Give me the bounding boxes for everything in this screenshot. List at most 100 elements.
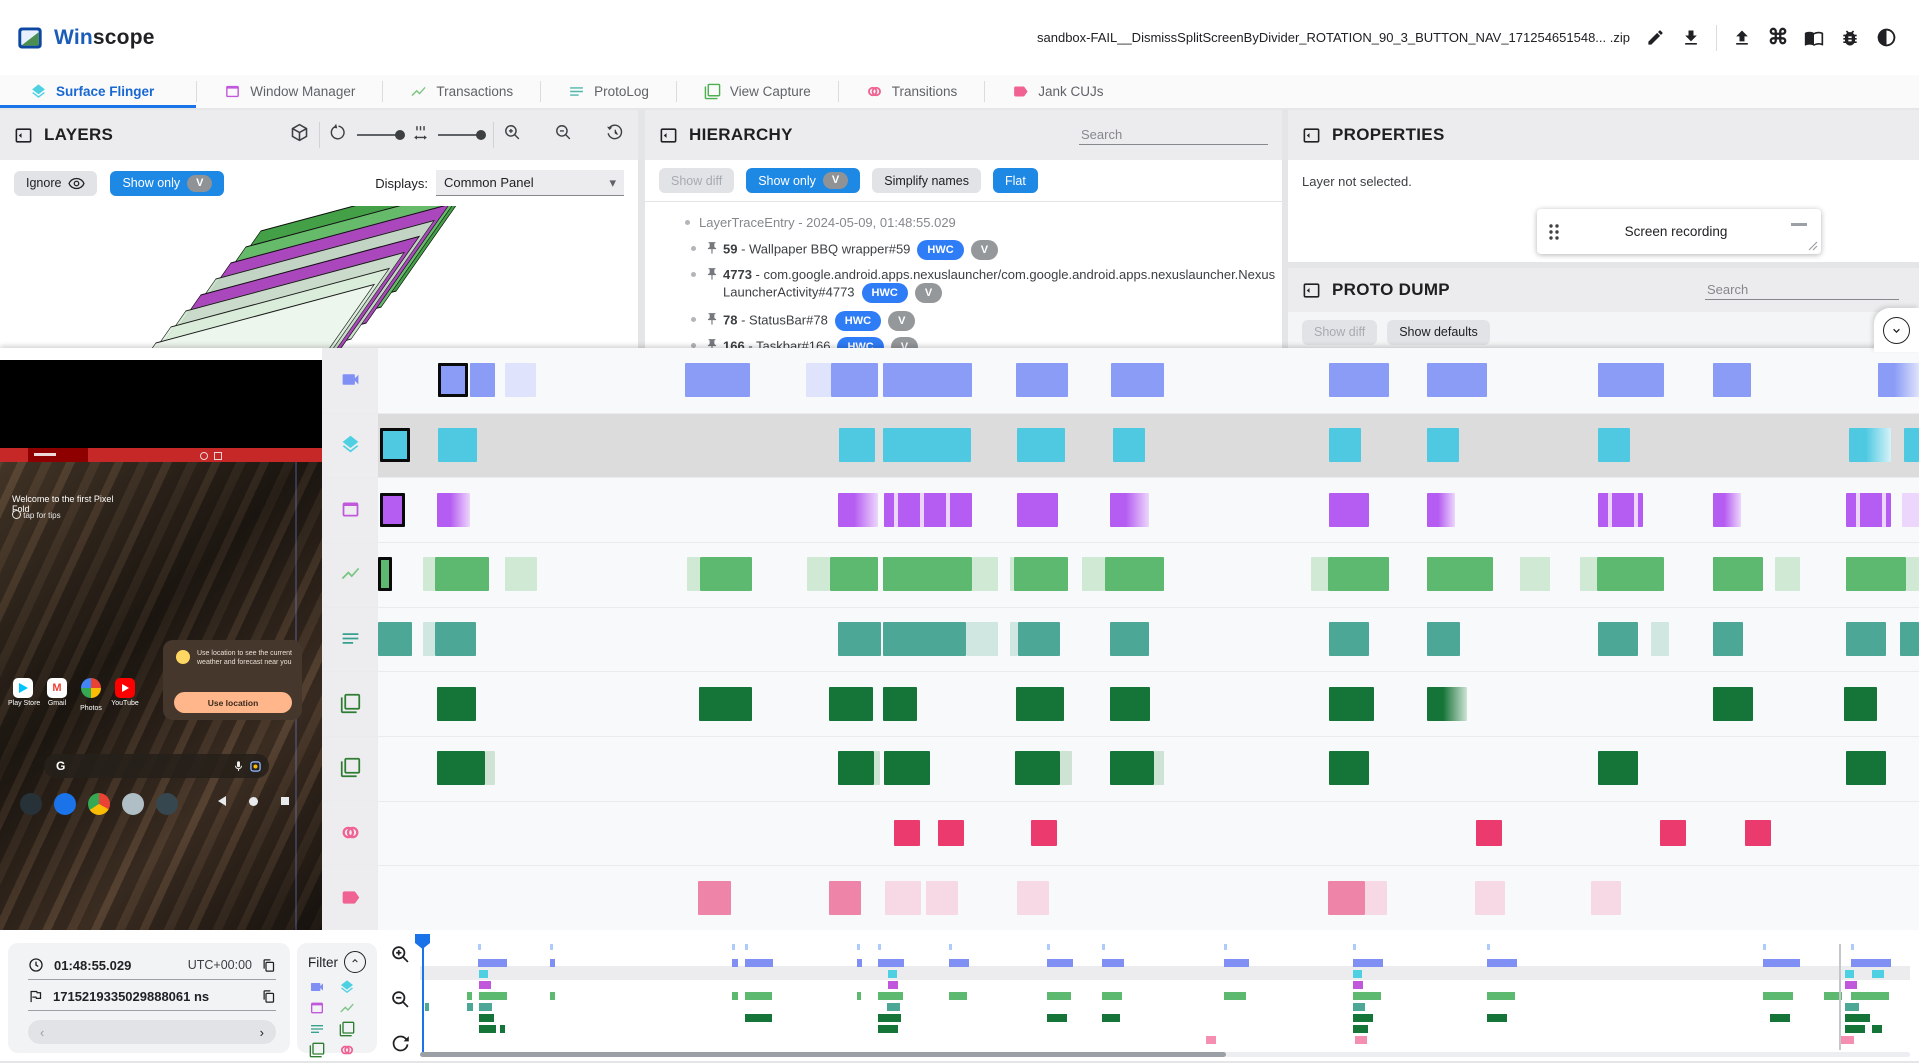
- layers-3d-view[interactable]: [0, 206, 638, 352]
- minimap-block[interactable]: [1763, 959, 1800, 967]
- timeline-block-jank-cujs[interactable]: [1365, 880, 1387, 915]
- minimap-block[interactable]: [425, 1003, 429, 1011]
- collapse-timeline-icon[interactable]: [1883, 316, 1910, 344]
- hierarchy-search-input[interactable]: [1079, 125, 1268, 145]
- timeline-row-icon-surface-flinger[interactable]: [332, 434, 368, 460]
- tab-jank-cujs[interactable]: Jank CUJs: [985, 75, 1130, 108]
- simplify-names-button[interactable]: Simplify names: [872, 168, 981, 193]
- minimap-block[interactable]: [1851, 959, 1891, 967]
- timeline-block-transactions[interactable]: [1427, 557, 1493, 592]
- tree-item[interactable]: 4773 - com.google.android.apps.nexuslaun…: [691, 266, 1278, 303]
- screen-recording-card[interactable]: Screen recording: [1537, 209, 1821, 254]
- minimap-block[interactable]: [1047, 992, 1071, 1000]
- timeline-row-icon-transitions[interactable]: [332, 822, 368, 848]
- timeline-block-view-capture-1[interactable]: [699, 686, 752, 721]
- timeline-block-screen-recording[interactable]: [806, 363, 831, 398]
- timeline-block-view-capture-2[interactable]: [1060, 751, 1072, 786]
- timeline-block-transactions[interactable]: [1520, 557, 1550, 592]
- resize-handle-icon[interactable]: [1808, 241, 1818, 251]
- timeline-block-view-capture-2[interactable]: [884, 751, 930, 786]
- filter-toggle-window-icon[interactable]: [309, 1000, 325, 1021]
- pin-icon[interactable]: [705, 241, 719, 255]
- timeline-block-transactions[interactable]: [1082, 557, 1105, 592]
- minimap-block[interactable]: [1840, 1036, 1854, 1044]
- timeline-row-icon-protolog[interactable]: [332, 628, 368, 654]
- minimap-block[interactable]: [745, 1014, 772, 1022]
- minimap-block[interactable]: [1872, 970, 1884, 978]
- reset-view-icon[interactable]: [605, 123, 624, 147]
- minimap-block[interactable]: [1206, 1036, 1216, 1044]
- pin-icon[interactable]: [705, 312, 719, 326]
- timeline-block-transitions[interactable]: [1745, 820, 1771, 846]
- minimap-block[interactable]: [1102, 1014, 1120, 1022]
- minimap-block[interactable]: [1047, 959, 1073, 967]
- nav-home-icon[interactable]: [249, 796, 258, 806]
- edit-filename-icon[interactable]: [1644, 27, 1666, 49]
- minimap-block[interactable]: [857, 992, 861, 1000]
- rotation-slider[interactable]: [357, 130, 405, 140]
- app-icon-photos[interactable]: Photos: [76, 678, 106, 712]
- minimap[interactable]: [0, 930, 1919, 1061]
- timeline-block-screen-recording[interactable]: [831, 363, 878, 398]
- timeline-block-view-capture-2[interactable]: [1015, 751, 1060, 786]
- google-search-bar[interactable]: G: [44, 754, 269, 778]
- timeline-block-view-capture-2[interactable]: [1329, 751, 1369, 786]
- timeline-row-icon-view-capture-2[interactable]: [332, 757, 368, 783]
- timeline-block-window-manager[interactable]: [1329, 492, 1369, 527]
- timeline-block-view-capture-2[interactable]: [1154, 751, 1164, 786]
- timeline-block-protolog[interactable]: [423, 622, 435, 656]
- tree-root-item[interactable]: LayerTraceEntry - 2024-05-09, 01:48:55.0…: [685, 214, 956, 231]
- timeline-block-transactions[interactable]: [972, 557, 998, 592]
- timeline-block-transitions[interactable]: [1031, 820, 1057, 846]
- timeline-block-protolog[interactable]: [1010, 622, 1018, 656]
- minimap-block[interactable]: [478, 959, 507, 967]
- minimap-block[interactable]: [479, 981, 491, 989]
- timeline-block-protolog[interactable]: [378, 622, 412, 656]
- timeline-block-screen-recording[interactable]: [470, 363, 495, 398]
- timeline-block-transactions[interactable]: [1311, 557, 1328, 592]
- minimap-block[interactable]: [888, 970, 897, 978]
- timeline-block-window-manager[interactable]: [884, 492, 972, 527]
- tab-window-manager[interactable]: Window Manager: [197, 75, 382, 108]
- timeline-block-protolog[interactable]: [1713, 622, 1743, 656]
- minimap-block[interactable]: [1824, 992, 1842, 1000]
- ignore-button[interactable]: Ignore: [14, 170, 98, 196]
- minimap-marker-line[interactable]: [1839, 944, 1841, 1050]
- timeline-block-jank-cujs[interactable]: [698, 880, 731, 915]
- spacing-icon[interactable]: [412, 124, 429, 146]
- timeline-block-screen-recording[interactable]: [1713, 363, 1751, 398]
- minimap-block[interactable]: [1102, 959, 1124, 967]
- minimap-block[interactable]: [1224, 992, 1246, 1000]
- timeline-block-transactions[interactable]: [1846, 557, 1906, 592]
- tree-item[interactable]: 78 - StatusBar#78 HWC V: [691, 311, 916, 331]
- timeline-block-transactions[interactable]: [883, 557, 972, 592]
- timeline-block-transactions[interactable]: [687, 557, 700, 592]
- timeline-block-protolog[interactable]: [1846, 622, 1886, 656]
- timeline-block-transactions[interactable]: [1328, 557, 1389, 592]
- timeline-block-protolog[interactable]: [1900, 622, 1919, 656]
- timeline-block-transactions[interactable]: [1580, 557, 1597, 592]
- minimap-block[interactable]: [1353, 981, 1363, 989]
- tree-item[interactable]: 59 - Wallpaper BBQ wrapper#59 HWC V: [691, 240, 999, 260]
- minimap-block[interactable]: [1224, 959, 1249, 967]
- minimap-block[interactable]: [550, 992, 555, 1000]
- filter-toggle-lines-icon[interactable]: [309, 1021, 325, 1042]
- pin-icon[interactable]: [705, 338, 719, 352]
- timeline-block-transactions[interactable]: [1014, 557, 1068, 592]
- timeline-block-transactions[interactable]: [1906, 557, 1919, 592]
- timeline-block-view-capture-1[interactable]: [1713, 686, 1753, 721]
- minimap-block[interactable]: [732, 959, 738, 967]
- timeline-block-transactions[interactable]: [435, 557, 489, 592]
- copy-ns-icon[interactable]: [261, 989, 276, 1004]
- timeline-block-surface-flinger[interactable]: [839, 428, 875, 462]
- timeline-block-screen-recording[interactable]: [505, 363, 536, 398]
- timeline-block-protolog[interactable]: [883, 622, 966, 656]
- show-defaults-button[interactable]: Show defaults: [1387, 319, 1490, 345]
- timeline-block-view-capture-2[interactable]: [1110, 751, 1154, 786]
- minimap-block[interactable]: [1355, 1036, 1367, 1044]
- minimap-block[interactable]: [1353, 1014, 1373, 1022]
- timeline-block-jank-cujs[interactable]: [926, 880, 958, 915]
- copy-timestamp-icon[interactable]: [261, 958, 276, 973]
- timeline-block-window-manager[interactable]: [1598, 492, 1643, 527]
- timeline-block-window-manager[interactable]: [1017, 492, 1058, 527]
